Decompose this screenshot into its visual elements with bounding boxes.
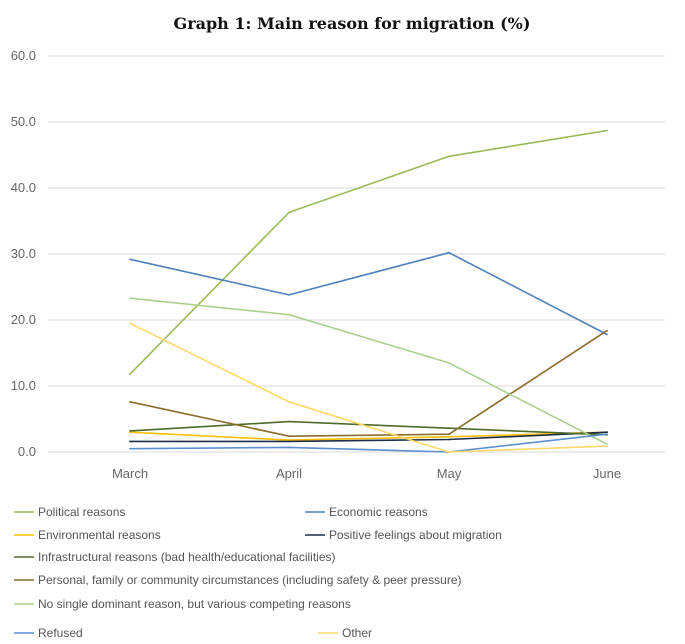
legend-label: Infrastructural reasons (bad health/educ… — [38, 550, 336, 564]
data-point — [288, 440, 290, 443]
legend-label: Other — [342, 626, 372, 640]
x-tick-label: May — [437, 466, 462, 481]
data-point — [288, 313, 290, 316]
series-line — [130, 431, 608, 443]
data-point — [288, 400, 290, 403]
data-point — [129, 440, 131, 443]
data-point — [129, 431, 131, 434]
data-point — [606, 443, 608, 445]
y-tick-label: 20.0 — [11, 312, 36, 327]
y-tick-label: 30.0 — [11, 246, 36, 261]
data-point — [606, 431, 608, 434]
series-line — [129, 322, 608, 453]
y-tick-label: 0.0 — [18, 444, 36, 459]
legend-label: Positive feelings about migration — [329, 528, 502, 542]
data-point — [129, 297, 131, 300]
series-line — [129, 297, 608, 445]
series-line — [129, 433, 608, 453]
y-tick-label: 10.0 — [11, 378, 36, 393]
legend-item: Environmental reasons — [14, 528, 161, 542]
data-point — [606, 329, 608, 332]
data-point — [606, 445, 608, 447]
legend-item: Political reasons — [14, 505, 125, 519]
legend-label: Political reasons — [38, 505, 125, 519]
data-point — [288, 420, 290, 423]
data-point — [448, 155, 450, 158]
x-tick-label: June — [593, 466, 621, 481]
data-point — [288, 294, 290, 296]
series-line — [129, 129, 608, 375]
data-point — [448, 251, 450, 254]
data-point — [448, 362, 450, 364]
data-point — [448, 438, 450, 441]
legend-label: Refused — [38, 626, 83, 640]
legend-label: Environmental reasons — [38, 528, 161, 542]
legend-item: No single dominant reason, but various c… — [14, 597, 351, 611]
chart-title: Graph 1: Main reason for migration (%) — [174, 14, 531, 33]
legend-item: Positive feelings about migration — [305, 528, 502, 542]
data-point — [129, 400, 131, 403]
data-point — [448, 451, 450, 453]
x-tick-label: April — [276, 466, 302, 481]
data-point — [448, 427, 450, 430]
x-tick-label: March — [112, 466, 148, 481]
data-point — [288, 211, 290, 214]
data-point — [448, 433, 450, 436]
data-point — [129, 430, 131, 432]
data-point — [606, 433, 608, 436]
series-line — [129, 420, 608, 436]
data-point — [606, 129, 608, 132]
y-tick-label: 50.0 — [11, 114, 36, 129]
data-point — [448, 435, 450, 438]
data-point — [129, 322, 131, 325]
data-point — [288, 439, 290, 441]
data-point — [288, 446, 290, 449]
legend-label: Personal, family or community circumstan… — [38, 573, 462, 587]
data-point — [606, 333, 608, 336]
legend-item: Infrastructural reasons (bad health/educ… — [14, 550, 336, 564]
legend-item: Economic reasons — [305, 505, 428, 519]
legend-label: No single dominant reason, but various c… — [38, 597, 351, 611]
legend-item: Refused — [14, 626, 83, 640]
y-tick-label: 60.0 — [11, 48, 36, 63]
data-point — [129, 258, 131, 261]
legend-label: Economic reasons — [329, 505, 428, 519]
legend-item: Other — [318, 626, 372, 640]
series-line — [129, 251, 608, 336]
y-tick-label: 40.0 — [11, 180, 36, 195]
series-line — [129, 431, 608, 441]
data-point — [129, 447, 131, 450]
data-point — [288, 435, 290, 438]
legend-item: Personal, family or community circumstan… — [14, 573, 462, 587]
data-point — [129, 373, 131, 375]
series-line — [129, 329, 608, 438]
